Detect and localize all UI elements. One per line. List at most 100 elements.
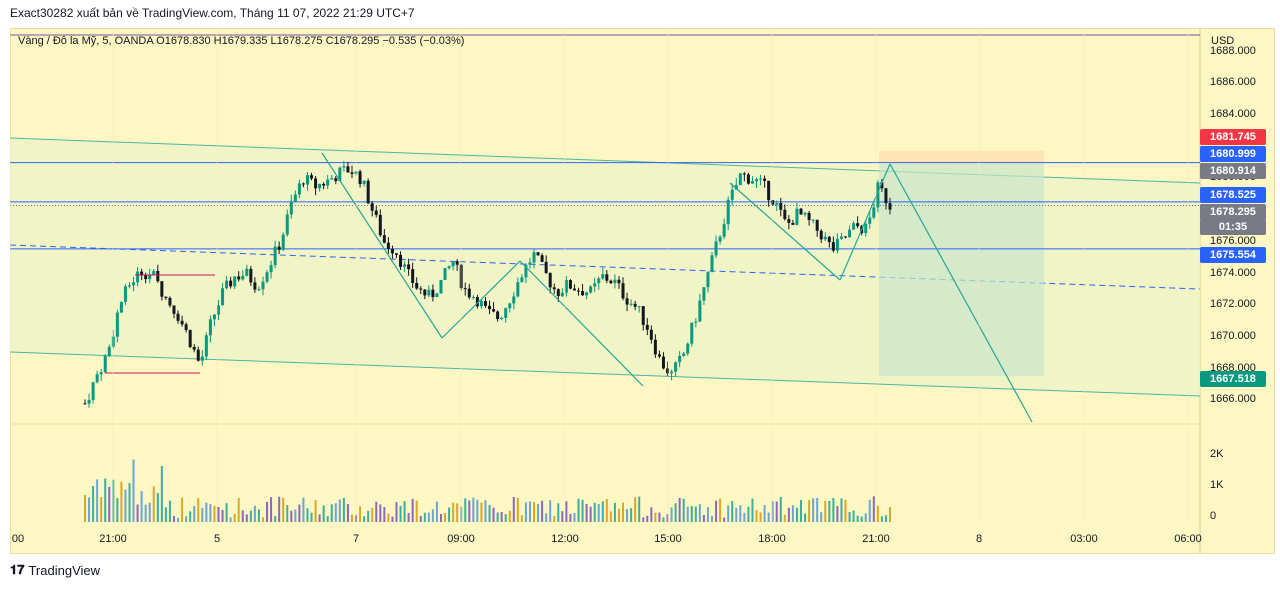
volume-bar	[423, 512, 426, 522]
zigzag-segment	[441, 260, 521, 339]
zigzag-segment	[519, 260, 644, 387]
volume-bar	[84, 494, 86, 522]
volume-bar	[804, 513, 807, 522]
candle-body	[225, 280, 229, 289]
candle-body	[868, 217, 872, 224]
candle-body	[370, 203, 374, 211]
candle-body	[763, 178, 767, 181]
volume-bar	[334, 503, 337, 522]
volume-bar	[435, 501, 438, 522]
volume-bar	[270, 497, 273, 522]
volume-bar	[662, 517, 665, 522]
candle-body	[338, 167, 342, 182]
volume-bar	[787, 507, 790, 522]
candle-body	[657, 354, 661, 357]
x-tick-label: 8	[975, 533, 983, 545]
volume-bar	[290, 510, 293, 522]
candle-body	[815, 219, 819, 231]
volume-bar	[816, 497, 819, 522]
volume-bar	[294, 509, 297, 522]
volume-bar	[116, 498, 119, 522]
volume-bar	[622, 502, 625, 522]
candle-body	[702, 287, 706, 301]
price-tag: 1678.525	[1200, 187, 1266, 203]
candle-body	[819, 230, 823, 240]
candle-body	[641, 306, 645, 325]
volume-bar	[682, 498, 685, 522]
volume-tick-label: 1K	[1210, 479, 1224, 491]
volume-bar	[100, 497, 103, 522]
volume-bar	[545, 513, 548, 522]
volume-bar	[282, 497, 285, 522]
volume-bar	[844, 499, 847, 522]
volume-bar	[431, 509, 434, 522]
x-tick-label: 21:00	[862, 533, 890, 545]
footer-brand[interactable]: 𝟏𝟕 TradingView	[10, 563, 100, 578]
candle-body	[148, 274, 152, 280]
volume-bar	[500, 511, 503, 522]
volume-bar	[468, 500, 471, 522]
volume-bar	[496, 512, 499, 522]
candle-body	[742, 173, 746, 175]
candle-body	[629, 303, 633, 305]
volume-bar	[213, 505, 216, 522]
volume-bar	[840, 498, 843, 522]
candle-body	[91, 382, 95, 400]
candle-body	[532, 252, 536, 263]
candle-body	[488, 305, 492, 310]
volume-bar	[298, 504, 301, 522]
projection-segment	[729, 182, 841, 281]
volume-bar	[759, 512, 762, 522]
candle-body	[661, 356, 665, 369]
candle-body	[856, 223, 860, 227]
volume-bar	[650, 507, 653, 522]
volume-bar	[601, 501, 604, 522]
candle-body	[872, 207, 876, 218]
candle-body	[581, 290, 585, 296]
candle-body	[730, 189, 734, 200]
candle-body	[750, 181, 754, 184]
volume-bar	[678, 497, 681, 522]
volume-bar	[727, 505, 730, 522]
candle-body	[625, 298, 629, 305]
volume-bar	[884, 515, 887, 522]
candle-body	[548, 273, 552, 288]
volume-bar	[638, 496, 641, 522]
volume-bar	[617, 508, 620, 522]
volume-bar	[419, 515, 422, 522]
candle-body	[273, 246, 277, 266]
volume-bar	[395, 502, 398, 522]
volume-bar	[763, 505, 766, 522]
candle-body	[520, 277, 524, 283]
candle-body	[99, 372, 103, 375]
candle-body	[176, 313, 180, 321]
candle-body	[451, 261, 455, 267]
candle-body	[568, 280, 572, 289]
volume-bar	[193, 506, 196, 522]
volume-bar	[306, 508, 309, 522]
volume-bar	[108, 486, 111, 522]
volume-bar	[751, 498, 754, 522]
volume-bar	[221, 509, 224, 522]
candle-body	[103, 356, 107, 373]
candle-body	[435, 293, 439, 298]
candle-body	[791, 222, 795, 225]
candle-body	[326, 179, 330, 186]
volume-bar	[553, 515, 556, 522]
candle-body	[633, 303, 637, 307]
y-tick-label: 1668.000	[1210, 361, 1256, 374]
candle-body	[876, 182, 880, 208]
candle-body	[775, 203, 779, 205]
volume-bar	[346, 504, 349, 522]
volume-bar	[136, 504, 139, 522]
volume-bar	[800, 499, 803, 522]
candle-body	[415, 282, 419, 289]
volume-bar	[711, 515, 714, 522]
candle-body	[123, 286, 127, 302]
x-tick-label: 09:00	[447, 533, 475, 545]
volume-bar	[411, 498, 414, 522]
candle-body	[427, 289, 431, 296]
candle-body	[233, 276, 237, 287]
volume-bar	[520, 515, 523, 522]
price-chart[interactable]	[10, 28, 1275, 554]
